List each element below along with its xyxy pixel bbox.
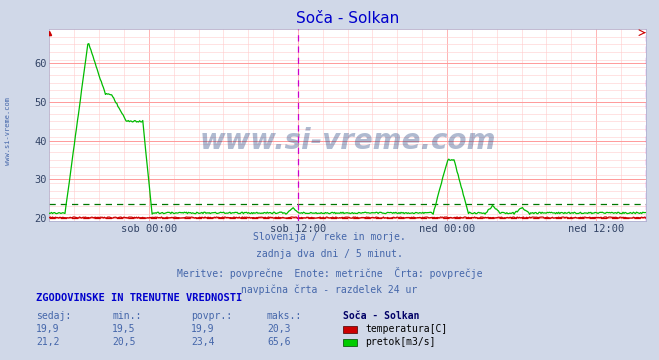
Title: Soča - Solkan: Soča - Solkan: [296, 11, 399, 26]
Text: ZGODOVINSKE IN TRENUTNE VREDNOSTI: ZGODOVINSKE IN TRENUTNE VREDNOSTI: [36, 293, 243, 303]
Text: zadnja dva dni / 5 minut.: zadnja dva dni / 5 minut.: [256, 249, 403, 260]
Text: povpr.:: povpr.:: [191, 311, 232, 321]
Text: navpična črta - razdelek 24 ur: navpična črta - razdelek 24 ur: [241, 284, 418, 294]
Text: temperatura[C]: temperatura[C]: [365, 324, 447, 334]
Text: 21,2: 21,2: [36, 337, 60, 347]
Text: 20,3: 20,3: [267, 324, 291, 334]
Text: Slovenija / reke in morje.: Slovenija / reke in morje.: [253, 232, 406, 242]
Text: 23,4: 23,4: [191, 337, 215, 347]
Text: www.si-vreme.com: www.si-vreme.com: [5, 98, 11, 165]
Text: Meritve: povprečne  Enote: metrične  Črta: povprečje: Meritve: povprečne Enote: metrične Črta:…: [177, 267, 482, 279]
Text: 20,5: 20,5: [112, 337, 136, 347]
Text: maks.:: maks.:: [267, 311, 302, 321]
Text: 19,9: 19,9: [191, 324, 215, 334]
Text: Soča - Solkan: Soča - Solkan: [343, 311, 419, 321]
Text: 65,6: 65,6: [267, 337, 291, 347]
Text: 19,9: 19,9: [36, 324, 60, 334]
Text: www.si-vreme.com: www.si-vreme.com: [200, 126, 496, 154]
Text: sedaj:: sedaj:: [36, 311, 71, 321]
Text: 19,5: 19,5: [112, 324, 136, 334]
Text: pretok[m3/s]: pretok[m3/s]: [365, 337, 436, 347]
Text: min.:: min.:: [112, 311, 142, 321]
